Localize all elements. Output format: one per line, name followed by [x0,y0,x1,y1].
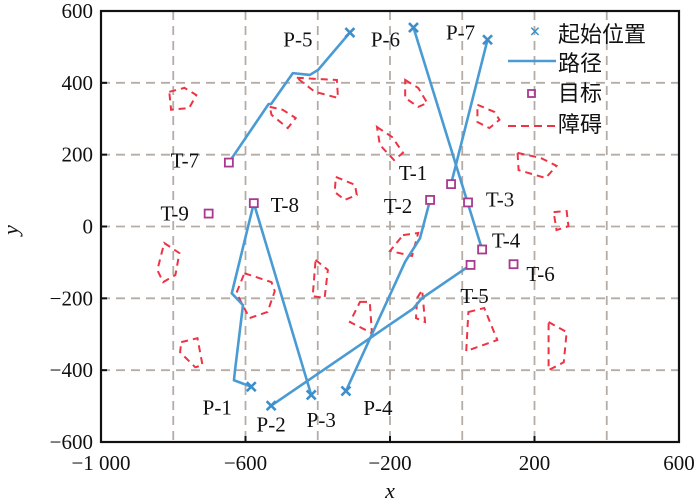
start-marker [245,381,257,393]
obstacle-polygon [268,105,298,130]
obstacle-polygon [333,175,358,202]
path-line [449,39,489,185]
obstacle-polygon [348,300,374,335]
legend-obstacle-label: 障碍 [558,113,602,138]
path-line [270,263,472,407]
markers [203,22,519,412]
start-label: P-7 [446,21,475,45]
legend-start-label: 起始位置 [558,23,646,48]
target-marker [425,195,435,205]
y-tick-label: −400 [50,358,93,382]
start-label: P-3 [307,408,336,432]
target-marker [508,259,519,270]
target-marker [248,198,259,209]
start-marker [344,27,356,38]
legend-target-icon [527,89,536,98]
point-labels: P-1 P-2 P-3 P-4 P-5 P-6 P-7 T-1 T-2 T-3 T-4 T-5 T-6 T… [160,21,554,437]
start-marker [265,400,277,412]
obstacle-polygon [293,76,340,100]
obstacle-polygon [311,257,329,300]
start-marker [340,385,352,397]
target-marker [203,208,214,219]
obstacle-polygon [404,78,429,109]
path-line [252,202,313,396]
y-axis-label: y [0,225,23,237]
target-label: T-6 [526,262,554,286]
obstacle-polygon [168,86,198,111]
grid [101,11,679,442]
obstacle-polygon [547,320,568,372]
start-label: P-4 [363,396,393,420]
path-line [230,202,256,388]
y-tick-label: −600 [50,430,93,454]
obstacle-polygon [476,103,501,130]
x-axis-label: x [384,478,395,503]
obstacle-polygon [235,271,276,320]
target-marker [446,179,456,190]
start-marker [482,34,493,46]
obstacle-polygon [179,336,204,369]
obstacle-polygon [388,231,420,258]
target-label: T-8 [271,193,299,217]
y-tick-label: 600 [62,0,94,23]
start-marker [305,389,317,401]
y-tick-label: −200 [50,286,93,310]
target-label: T-9 [160,202,188,226]
target-label: T-2 [384,194,412,218]
target-marker [463,197,473,208]
target-label: T-4 [492,228,521,252]
legend-path-label: 路径 [558,52,602,77]
x-tick-label: −1 000 [71,451,130,475]
x-tick-label: 200 [519,451,551,475]
obstacle-polygon [375,124,405,162]
legend: × 起始位置 路径 目标 障碍 [508,21,646,138]
target-label: T-5 [460,284,488,308]
start-label: P-1 [203,396,232,420]
target-label: T-1 [399,161,427,185]
start-marker [408,22,419,33]
start-label: P-2 [257,413,286,437]
y-tick-label: 400 [62,71,94,95]
x-tick-label: −200 [368,451,411,475]
y-tick-label: 0 [83,215,94,239]
obstacle-polygon [414,287,427,324]
start-label: P-6 [371,28,400,52]
path-line [344,199,432,392]
legend-target-label: 目标 [558,82,602,107]
target-label: T-3 [486,187,514,211]
path-line [412,27,484,250]
obstacles [156,76,570,372]
y-tick-label: 200 [62,143,94,167]
obstacle-polygon [465,306,499,353]
target-marker [223,157,234,168]
target-label: T-7 [171,149,199,173]
obstacle-polygon [516,151,559,180]
paths [227,27,489,407]
x-tick-label: 600 [663,451,695,475]
target-marker [477,244,488,255]
obstacle-polygon [156,241,181,284]
ticks: −1 000 −600 −200 200 6006004002000−200−400−6… [50,0,695,475]
start-label: P-5 [283,28,312,52]
obstacle-polygon [552,209,570,232]
path-line [227,31,351,164]
target-marker [465,260,476,270]
x-tick-label: −600 [224,451,267,475]
legend-start-icon: × [529,21,540,43]
